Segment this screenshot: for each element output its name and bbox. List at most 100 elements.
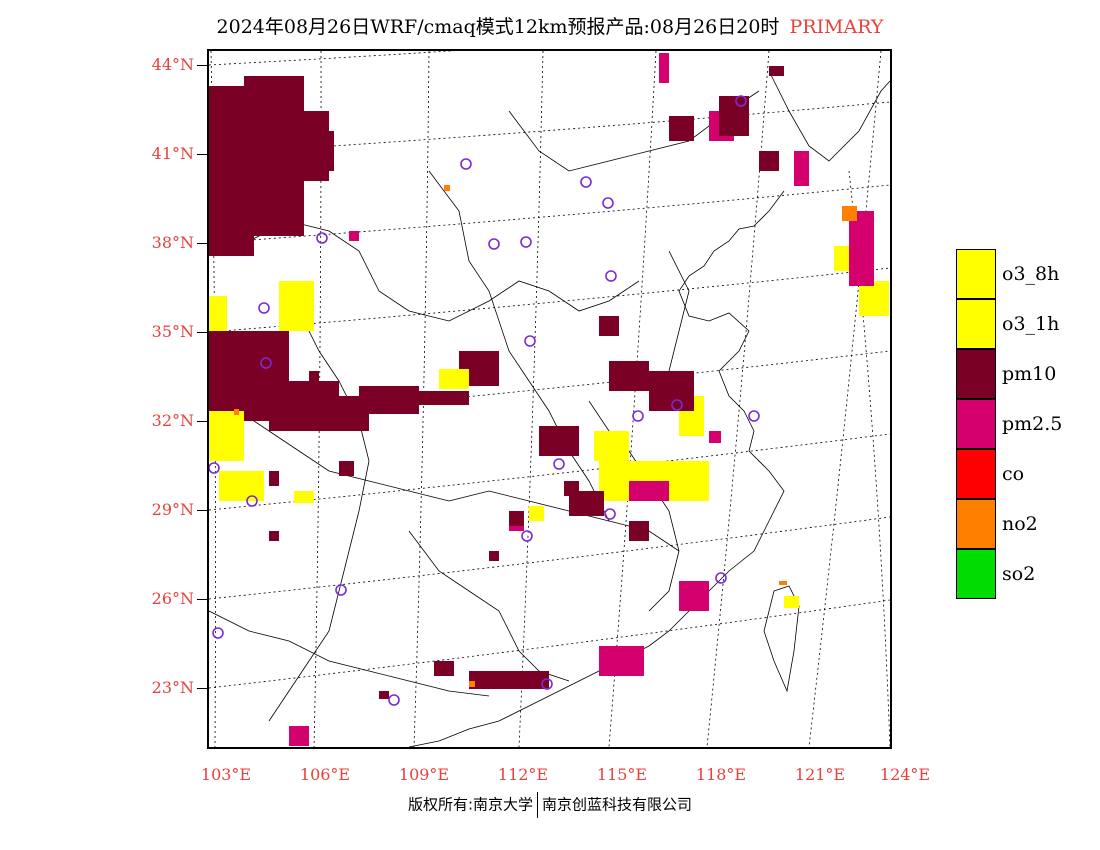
pollution-cell bbox=[679, 581, 709, 611]
lat-tick bbox=[197, 688, 207, 689]
pollution-cell bbox=[594, 431, 629, 461]
legend-swatch bbox=[956, 349, 996, 399]
station-circle bbox=[748, 410, 760, 422]
lon-label: 115°E bbox=[596, 765, 648, 784]
pollution-cell bbox=[849, 211, 874, 286]
pollution-cell bbox=[794, 151, 809, 186]
legend-swatch bbox=[956, 549, 996, 599]
legend-swatch bbox=[956, 249, 996, 299]
lon-label: 106°E bbox=[299, 765, 351, 784]
legend-label: pm10 bbox=[1002, 363, 1057, 385]
map-frame[interactable] bbox=[207, 49, 892, 749]
pollution-cell bbox=[529, 506, 544, 521]
pollution-cell bbox=[469, 671, 549, 689]
pollution-cell bbox=[349, 231, 359, 241]
station-circle bbox=[602, 197, 614, 209]
pollution-cell bbox=[469, 681, 475, 687]
pollution-cell bbox=[244, 76, 304, 96]
legend-label: so2 bbox=[1002, 563, 1036, 585]
pollution-cell bbox=[209, 236, 254, 256]
pollution-cell bbox=[599, 646, 644, 676]
station-circle bbox=[335, 584, 347, 596]
copyright-left: 版权所有:南京大学 bbox=[407, 795, 534, 814]
pollution-cell bbox=[859, 281, 889, 316]
station-circle bbox=[246, 495, 258, 507]
lat-tick bbox=[197, 510, 207, 511]
pollution-cell bbox=[294, 131, 334, 171]
copyright-right: 南京创蓝科技有限公司 bbox=[542, 795, 693, 814]
lat-tick bbox=[197, 243, 207, 244]
legend-swatch bbox=[956, 399, 996, 449]
station-circle bbox=[260, 357, 272, 369]
province-border bbox=[209, 400, 680, 552]
station-circle bbox=[388, 694, 400, 706]
lat-tick bbox=[197, 599, 207, 600]
lat-tick bbox=[197, 154, 207, 155]
station-circle bbox=[521, 530, 533, 542]
station-circle bbox=[632, 410, 644, 422]
longitude-line bbox=[518, 51, 544, 747]
pollution-cell bbox=[309, 371, 319, 381]
pollution-cell bbox=[439, 369, 469, 389]
pollution-cell bbox=[359, 386, 419, 406]
pollution-cell bbox=[269, 531, 279, 541]
legend-label: pm2.5 bbox=[1002, 413, 1063, 435]
pollution-cell bbox=[269, 471, 279, 486]
map-title: 2024年08月26日WRF/cmaq模式12km预报产品:08月26日20时 P… bbox=[0, 12, 1100, 39]
pollution-cell bbox=[279, 281, 314, 331]
map-canvas[interactable] bbox=[209, 51, 890, 747]
pollution-cell bbox=[539, 426, 579, 456]
pollution-cell bbox=[629, 521, 649, 541]
title-main: 2024年08月26日WRF/cmaq模式12km预报产品:08月26日20时 bbox=[216, 16, 780, 38]
station-circle bbox=[524, 335, 536, 347]
pollution-cell bbox=[209, 411, 244, 461]
lon-label: 121°E bbox=[794, 765, 846, 784]
pollution-cell bbox=[379, 691, 389, 699]
latitude-line bbox=[209, 184, 890, 244]
lat-label: 38°N bbox=[151, 233, 194, 252]
station-circle bbox=[212, 627, 224, 639]
province-border bbox=[268, 310, 370, 722]
pollution-cell bbox=[234, 409, 239, 415]
pollution-cell bbox=[599, 316, 619, 336]
longitude-line bbox=[848, 170, 890, 747]
station-markers bbox=[209, 95, 760, 706]
legend-label: o3_8h bbox=[1002, 263, 1060, 285]
lat-label: 26°N bbox=[151, 589, 194, 608]
legend-swatch bbox=[956, 449, 996, 499]
pollution-cell bbox=[339, 461, 354, 476]
pollution-cell bbox=[409, 391, 469, 405]
pollution-cell bbox=[289, 726, 309, 746]
lat-label: 41°N bbox=[151, 144, 194, 163]
station-circle bbox=[520, 236, 532, 248]
legend-swatch bbox=[956, 499, 996, 549]
longitude-line bbox=[808, 51, 882, 747]
pollution-cell bbox=[759, 151, 779, 171]
lat-label: 35°N bbox=[151, 322, 194, 341]
lon-label: 124°E bbox=[879, 765, 931, 784]
province-border bbox=[209, 610, 490, 697]
legend-label: co bbox=[1002, 463, 1025, 485]
pollution-cell bbox=[779, 581, 787, 585]
lat-label: 44°N bbox=[151, 55, 194, 74]
copyright: 版权所有:南京大学 南京创蓝科技有限公司 bbox=[0, 792, 1100, 818]
lat-label: 23°N bbox=[151, 678, 194, 697]
taiwan-outline bbox=[763, 585, 800, 693]
station-circle bbox=[488, 238, 500, 250]
lat-tick bbox=[197, 332, 207, 333]
pollution-cell bbox=[564, 481, 579, 496]
station-circle bbox=[580, 176, 592, 188]
coastline bbox=[408, 70, 890, 747]
legend-swatch bbox=[956, 299, 996, 349]
station-circle bbox=[715, 572, 727, 584]
pollution-cell bbox=[434, 661, 454, 676]
station-circle bbox=[604, 508, 616, 520]
title-tag: PRIMARY bbox=[789, 16, 884, 38]
pollution-cell bbox=[489, 551, 499, 561]
lat-tick bbox=[197, 65, 207, 66]
station-circle bbox=[671, 399, 683, 411]
pollution-cells bbox=[209, 53, 889, 746]
station-circle bbox=[553, 458, 565, 470]
station-circle bbox=[316, 232, 328, 244]
pollution-cell bbox=[444, 185, 450, 191]
